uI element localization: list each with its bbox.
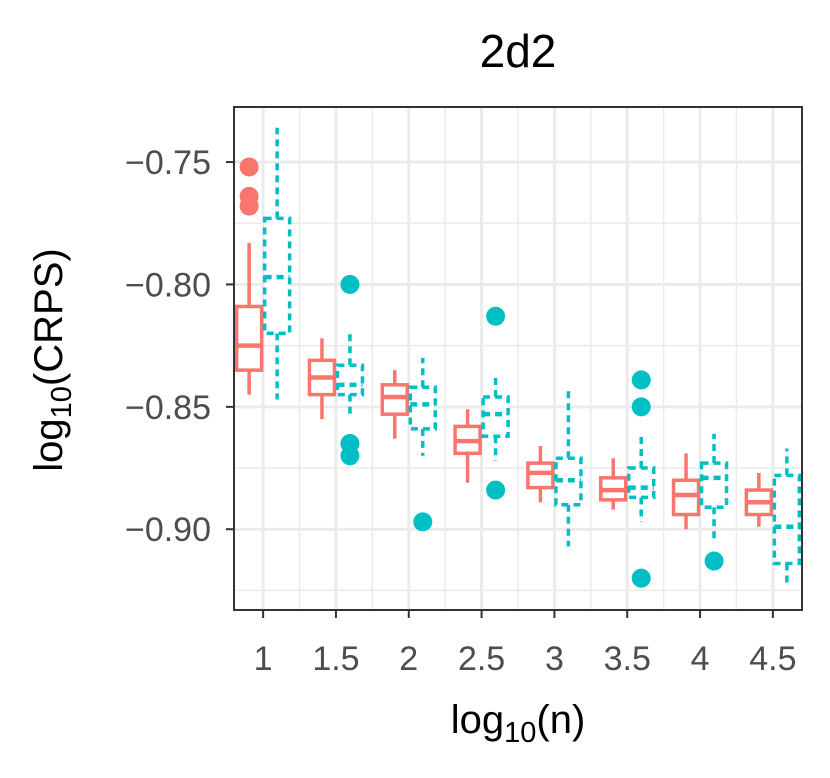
x-axis-title-subscript: 10 — [504, 717, 536, 749]
x-tick-label: 4 — [691, 640, 710, 678]
box — [335, 274, 365, 466]
box — [380, 370, 410, 439]
x-tick-label: 2 — [399, 640, 418, 678]
y-tick-label: −0.80 — [125, 266, 211, 304]
outlier-point — [631, 370, 651, 390]
y-axis-title-subscript: 10 — [46, 386, 78, 418]
x-tick-label: 1.5 — [312, 640, 359, 678]
x-axis-title-rest: (n) — [536, 698, 585, 742]
x-tick-label: 4.5 — [749, 640, 796, 678]
outlier-point — [486, 306, 506, 326]
box-iqr — [526, 461, 555, 490]
box — [408, 357, 438, 532]
y-axis-title: log10(CRPS) — [27, 248, 78, 471]
box-iqr — [408, 385, 438, 431]
outlier-point — [239, 196, 259, 216]
x-tick-label: 3.5 — [604, 640, 651, 678]
y-tick-label: −0.90 — [125, 511, 211, 549]
x-axis-title-base: log — [451, 698, 504, 742]
box — [234, 157, 264, 395]
box — [699, 433, 729, 571]
outlier-point — [631, 397, 651, 417]
box-iqr — [481, 395, 510, 438]
grid-lines — [234, 107, 802, 610]
outlier-point — [631, 568, 651, 588]
box-iqr — [335, 363, 365, 397]
box — [526, 446, 555, 503]
box-iqr — [380, 383, 410, 416]
y-axis-title-base: log — [27, 418, 71, 471]
outlier-point — [486, 480, 506, 500]
chart-title: 2d2 — [480, 25, 557, 77]
box — [307, 338, 337, 420]
box-iqr — [699, 461, 729, 509]
outlier-point — [704, 551, 724, 571]
outlier-point — [340, 274, 360, 294]
box — [262, 127, 292, 400]
box-series — [234, 127, 802, 588]
box — [772, 448, 802, 586]
box-iqr — [671, 478, 701, 517]
outlier-point — [239, 157, 259, 177]
x-tick-label: 2.5 — [458, 640, 505, 678]
x-tick-label: 3 — [545, 640, 564, 678]
box — [481, 306, 510, 500]
series-2 — [262, 127, 802, 588]
series-1 — [234, 157, 774, 530]
box — [744, 472, 774, 527]
outlier-point — [340, 446, 360, 466]
x-tick-label: 1 — [254, 640, 273, 678]
y-axis: −0.75 −0.80 −0.85 −0.90 — [125, 144, 234, 549]
y-tick-label: −0.85 — [125, 389, 211, 427]
x-axis: 1 1.5 2 2.5 3 3.5 4 4.5 — [254, 610, 797, 678]
plot-panel-border — [233, 106, 803, 611]
y-tick-label: −0.75 — [125, 144, 211, 182]
y-axis-title-rest: (CRPS) — [27, 248, 71, 386]
box — [453, 409, 482, 483]
box — [554, 387, 583, 547]
box-iqr — [772, 473, 802, 566]
outlier-point — [413, 512, 433, 532]
box — [598, 458, 628, 510]
box-iqr — [234, 304, 264, 372]
x-axis-title: log10(n) — [451, 698, 586, 749]
box — [626, 370, 656, 588]
box-iqr — [626, 466, 656, 500]
box — [671, 453, 701, 530]
